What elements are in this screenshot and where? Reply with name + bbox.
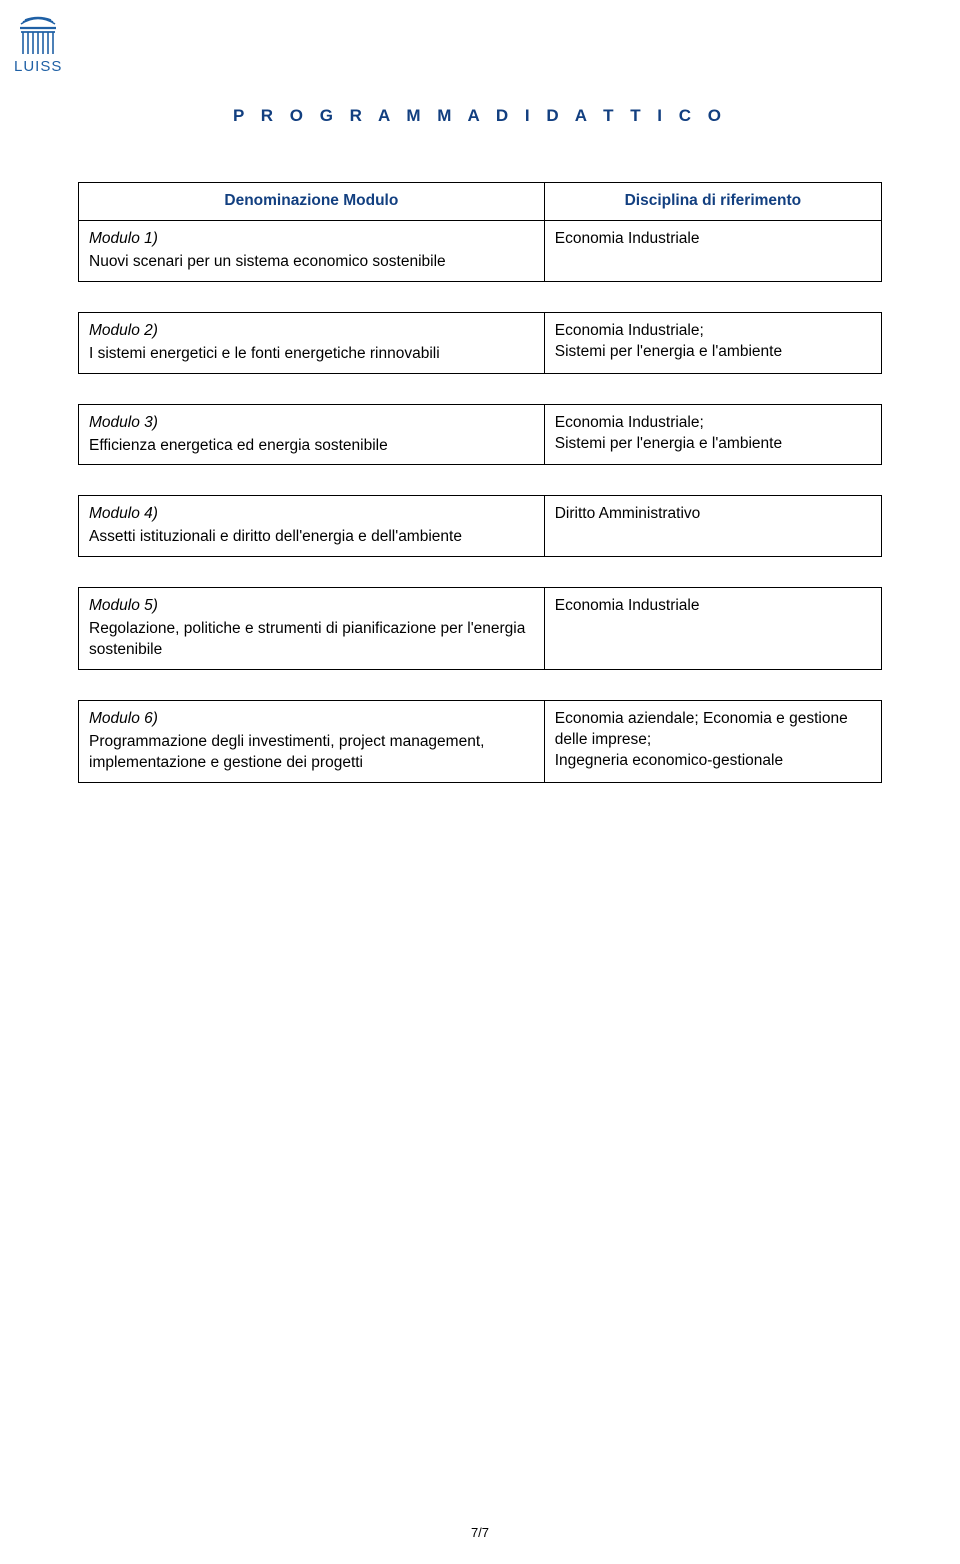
module-label: Modulo 6) <box>89 709 534 730</box>
discipline-cell: Economia aziendale; Economia e gestione … <box>544 701 881 783</box>
modules-table: Denominazione Modulo Disciplina di rifer… <box>78 182 882 783</box>
module-name: Efficienza energetica ed energia sosteni… <box>89 437 388 454</box>
module-label: Modulo 2) <box>89 321 534 342</box>
page-title: P R O G R A M M A D I D A T T I C O <box>78 106 882 126</box>
module-cell: Modulo 4) Assetti istituzionali e diritt… <box>79 496 545 557</box>
table-row: Modulo 3) Efficienza energetica ed energ… <box>79 404 882 465</box>
document-page: LUISS P R O G R A M M A D I D A T T I C … <box>0 0 960 1564</box>
module-name: I sistemi energetici e le fonti energeti… <box>89 345 440 362</box>
table-header-row: Denominazione Modulo Disciplina di rifer… <box>79 183 882 221</box>
module-label: Modulo 3) <box>89 413 534 434</box>
discipline-cell: Economia Industriale;Sistemi per l'energ… <box>544 404 881 465</box>
col-header-module: Denominazione Modulo <box>79 183 545 221</box>
discipline-cell: Economia Industriale <box>544 220 881 281</box>
module-label: Modulo 1) <box>89 229 534 250</box>
module-cell: Modulo 6) Programmazione degli investime… <box>79 701 545 783</box>
module-label: Modulo 4) <box>89 504 534 525</box>
module-cell: Modulo 5) Regolazione, politiche e strum… <box>79 588 545 670</box>
module-cell: Modulo 2) I sistemi energetici e le font… <box>79 312 545 373</box>
table-row: Modulo 2) I sistemi energetici e le font… <box>79 312 882 373</box>
module-cell: Modulo 3) Efficienza energetica ed energ… <box>79 404 545 465</box>
discipline-cell: Diritto Amministrativo <box>544 496 881 557</box>
brand-logo: LUISS <box>14 10 62 75</box>
brand-name: LUISS <box>14 58 62 75</box>
table-row: Modulo 1) Nuovi scenari per un sistema e… <box>79 220 882 281</box>
table-row: Modulo 5) Regolazione, politiche e strum… <box>79 588 882 670</box>
col-header-discipline: Disciplina di riferimento <box>544 183 881 221</box>
module-name: Regolazione, politiche e strumenti di pi… <box>89 620 525 658</box>
column-icon <box>14 10 62 56</box>
table-row: Modulo 4) Assetti istituzionali e diritt… <box>79 496 882 557</box>
module-label: Modulo 5) <box>89 596 534 617</box>
module-cell: Modulo 1) Nuovi scenari per un sistema e… <box>79 220 545 281</box>
discipline-cell: Economia Industriale;Sistemi per l'energ… <box>544 312 881 373</box>
spacer-row <box>79 670 882 701</box>
spacer-row <box>79 557 882 588</box>
spacer-row <box>79 373 882 404</box>
spacer-row <box>79 281 882 312</box>
table-row: Modulo 6) Programmazione degli investime… <box>79 701 882 783</box>
discipline-cell: Economia Industriale <box>544 588 881 670</box>
module-name: Programmazione degli investimenti, proje… <box>89 733 484 771</box>
module-name: Assetti istituzionali e diritto dell'ene… <box>89 528 462 545</box>
spacer-row <box>79 465 882 496</box>
module-name: Nuovi scenari per un sistema economico s… <box>89 253 446 270</box>
page-number: 7/7 <box>0 1525 960 1540</box>
